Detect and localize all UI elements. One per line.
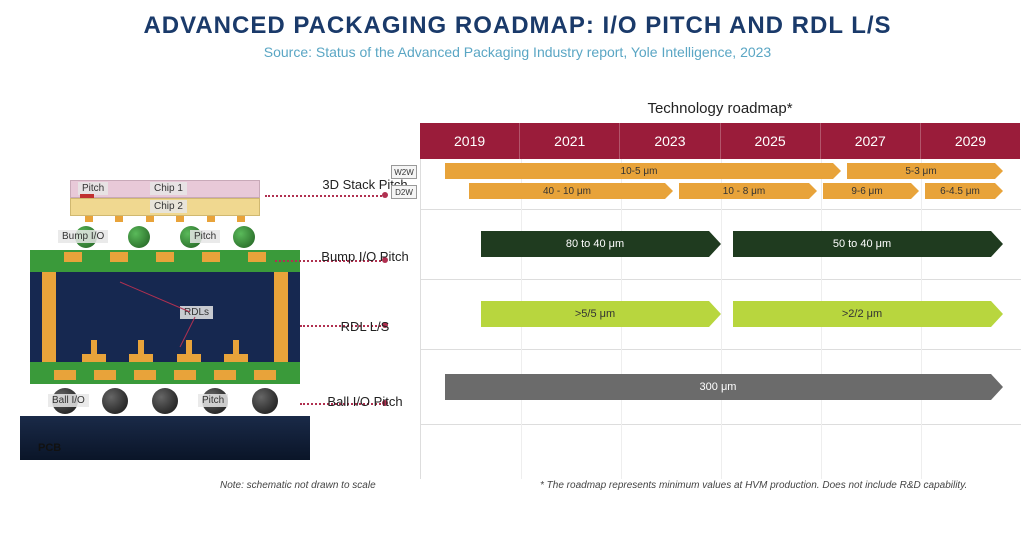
rdl-tshapes [70,340,260,362]
rdl-via-right [274,272,288,362]
roadmap-bar: 300 μm [445,374,991,400]
roadmap-bar-label: 10-5 μm [621,166,658,177]
page-subtitle: Source: Status of the Advanced Packaging… [0,40,1035,60]
roadmap-bar-label: 300 μm [700,381,737,393]
note-roadmap: * The roadmap represents minimum values … [540,480,967,491]
row-label-bump: Bump I/O Pitch [320,250,410,265]
bump-io-label: Bump I/O [58,230,108,243]
pcb-label: PCB [38,442,61,454]
pad-row-top [50,252,280,262]
roadmap-title: Technology roadmap* [420,100,1020,123]
year-header-row: 201920212023202520272029 [420,123,1020,159]
roadmap-bar: 9-6 μm [823,183,911,199]
rdls-label: RDLs [180,306,213,319]
year-cell: 2021 [520,123,620,159]
note-schematic: Note: schematic not drawn to scale [220,480,376,491]
roadmap-bar-label: 5-3 μm [905,166,936,177]
connector-3dstack [265,195,385,197]
roadmap-bar: 50 to 40 μm [733,231,991,257]
row-label-rdl: RDL L/S [320,320,410,335]
roadmap-bar-label: 40 - 10 μm [543,186,591,197]
roadmap-bar-label: 50 to 40 μm [833,238,891,250]
schematic-diagram: Chip 1 Pitch Chip 2 Bump I/O Pitch [30,180,300,480]
roadmap-bar: >5/5 μm [481,301,709,327]
pcb-layer [20,416,310,460]
roadmap-bar-label: 80 to 40 μm [566,238,624,250]
roadmap-bar: 10-5 μm [445,163,833,179]
roadmap-bar: 10 - 8 μm [679,183,809,199]
roadmap-bar-label: >2/2 μm [842,308,882,320]
year-cell: 2019 [420,123,520,159]
roadmap-bar-label: 10 - 8 μm [723,186,765,197]
content-area: Chip 1 Pitch Chip 2 Bump I/O Pitch [0,100,1035,554]
roadmap-bar-label: 6-4.5 μm [940,186,980,197]
roadmap-bar: 40 - 10 μm [469,183,665,199]
w2w-sublabel: W2W [391,165,417,179]
year-cell: 2029 [921,123,1020,159]
roadmap-gridline [721,159,722,479]
roadmap-bar-label: 9-6 μm [851,186,882,197]
pitch-label-ball: Pitch [198,394,228,407]
ball-io-label: Ball I/O [48,394,89,407]
pad-row-bottom [45,370,285,380]
roadmap-body: W2W D2W 10-5 μm5-3 μm40 - 10 μm10 - 8 μm… [420,159,1020,479]
page-title: ADVANCED PACKAGING ROADMAP: I/O PITCH AN… [0,0,1035,40]
year-cell: 2025 [721,123,821,159]
year-cell: 2023 [620,123,720,159]
roadmap-bar: 5-3 μm [847,163,995,179]
roadmap-bar: >2/2 μm [733,301,991,327]
year-cell: 2027 [821,123,921,159]
microbump-row [85,216,245,222]
roadmap-bar: 80 to 40 μm [481,231,709,257]
roadmap-chart: Technology roadmap* 20192021202320252027… [420,100,1020,479]
chip1-label: Chip 1 [150,182,187,195]
roadmap-bar: 6-4.5 μm [925,183,995,199]
rdl-via-left [42,272,56,362]
d2w-sublabel: D2W [391,185,417,199]
roadmap-bar-label: >5/5 μm [575,308,615,320]
chip2-label: Chip 2 [150,200,187,213]
row-label-ball: Ball I/O Pitch [320,395,410,410]
pitch-label-bump: Pitch [190,230,220,243]
